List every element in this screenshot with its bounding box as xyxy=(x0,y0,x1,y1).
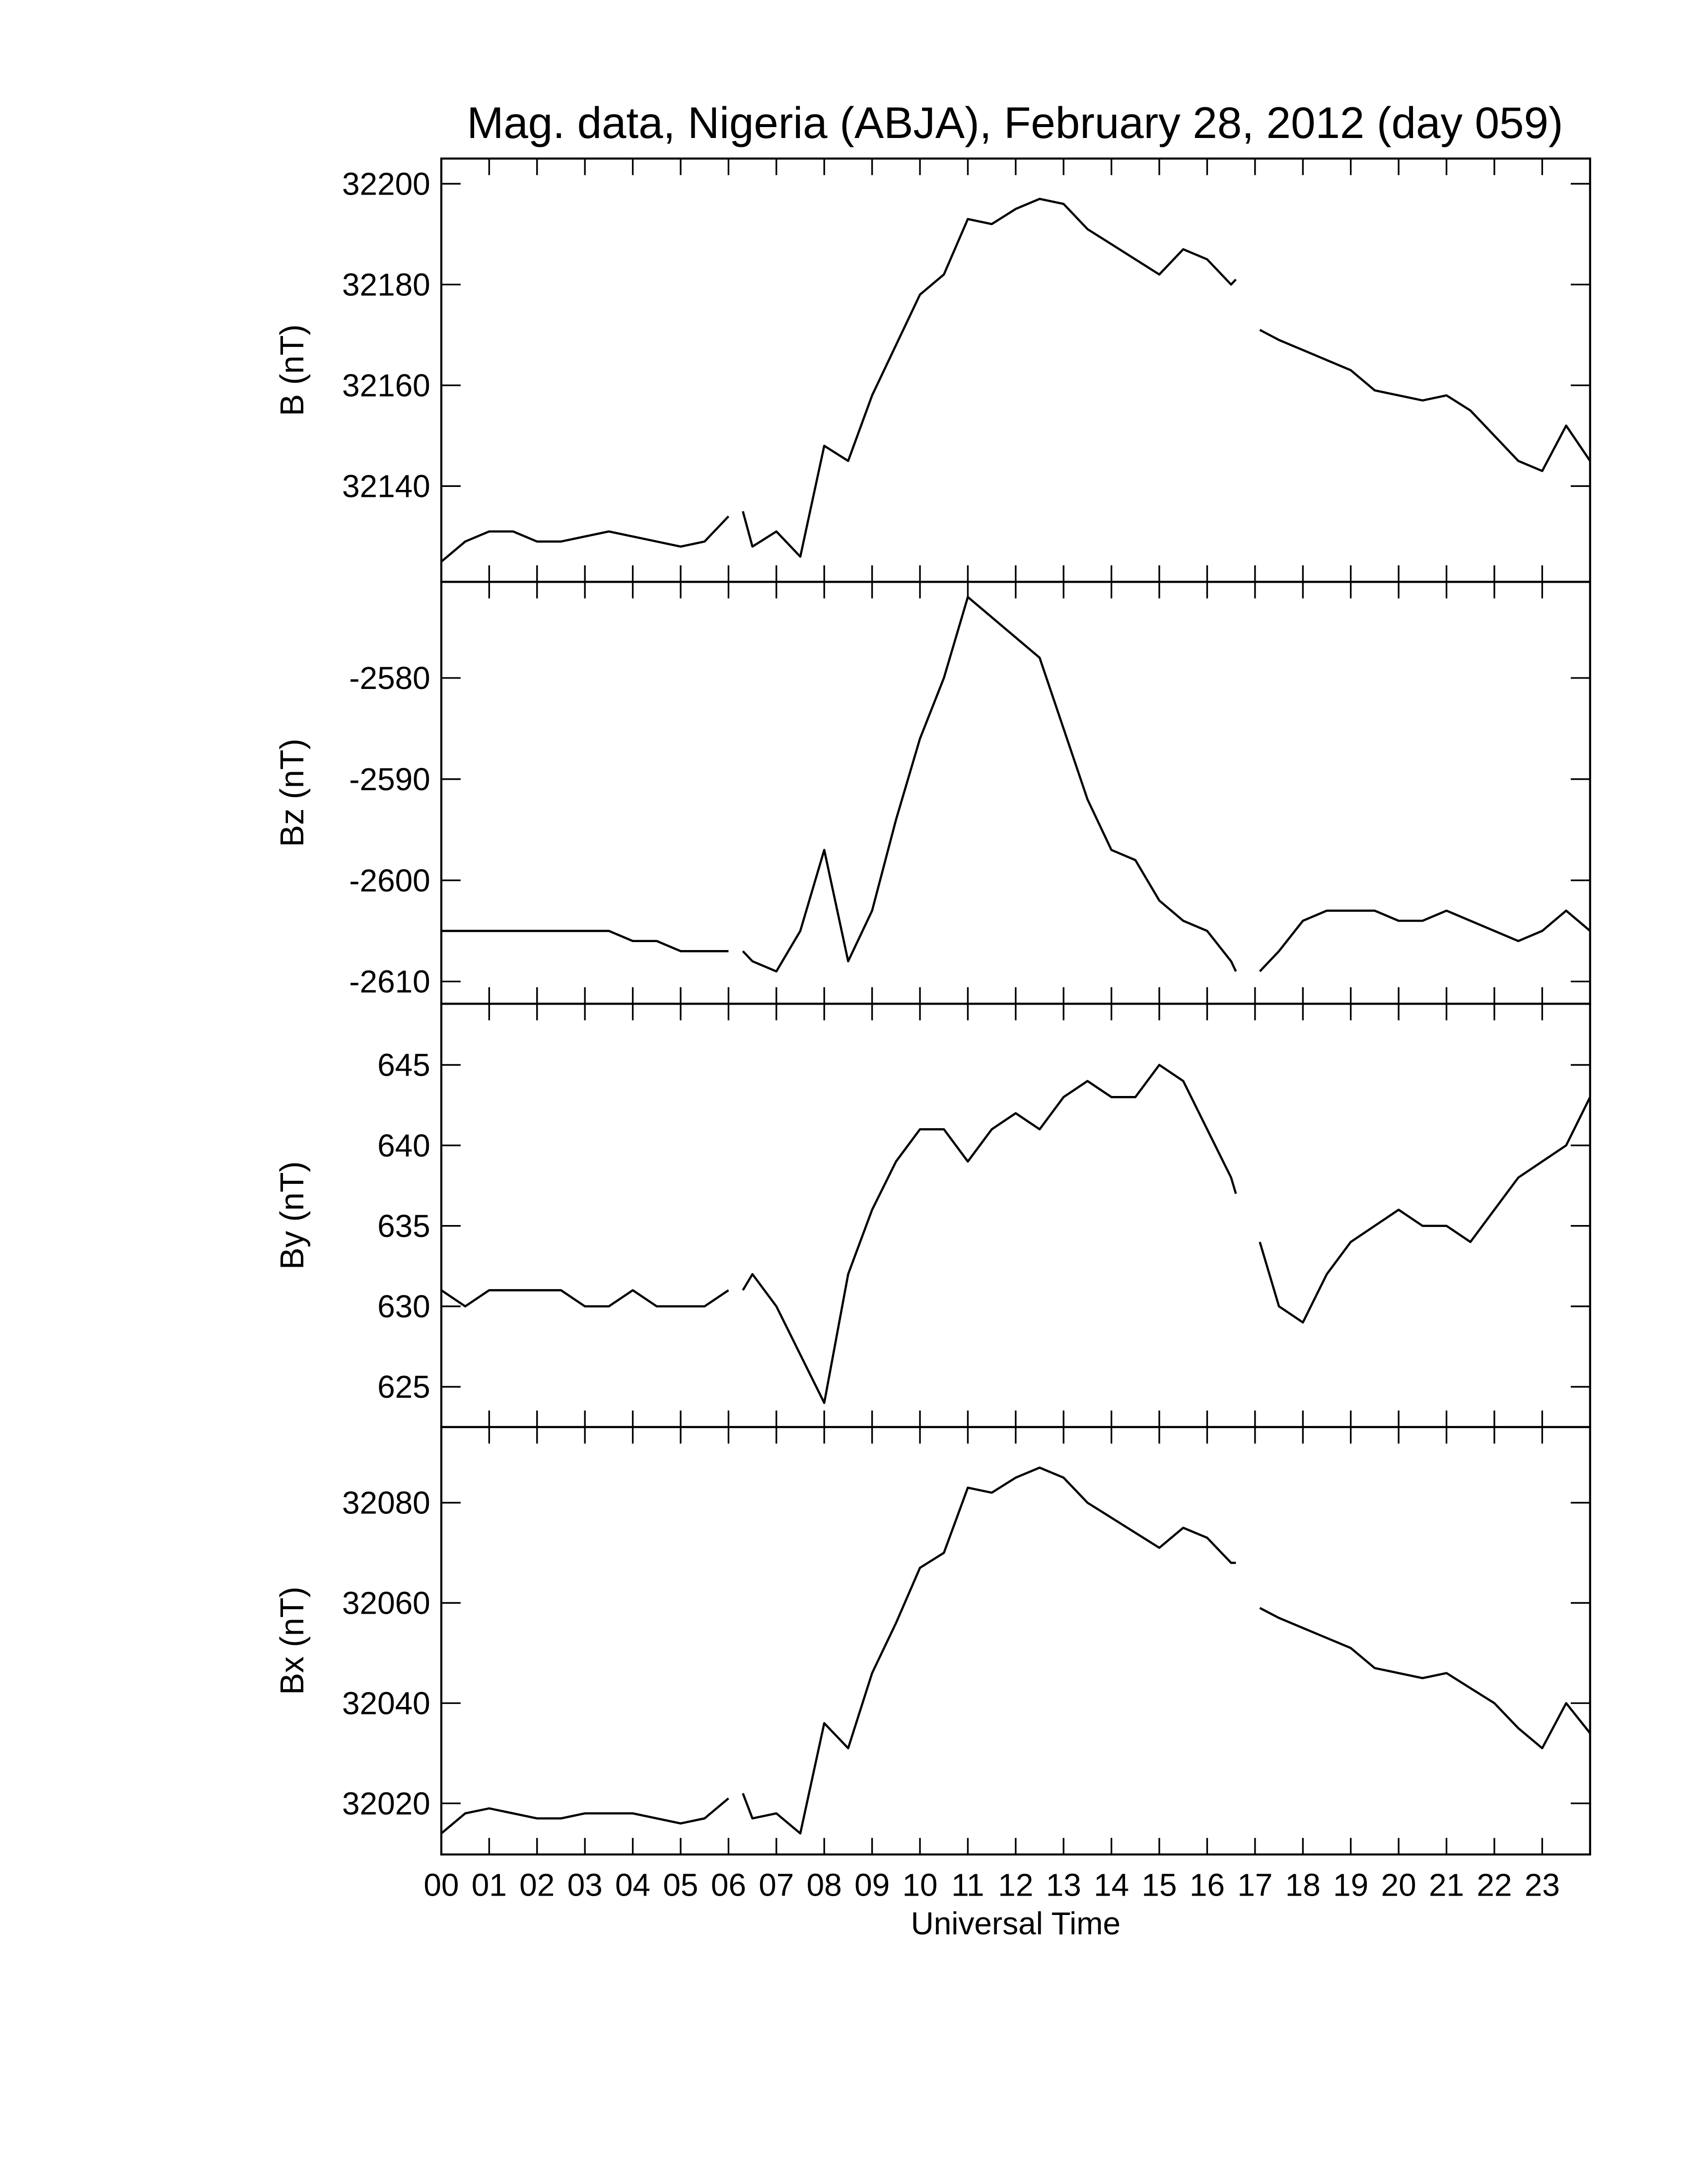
y-tick-label: 625 xyxy=(377,1369,430,1405)
x-tick-label: 14 xyxy=(1094,1867,1129,1903)
y-tick-label: 645 xyxy=(377,1047,430,1083)
x-tick-label: 15 xyxy=(1142,1867,1177,1903)
y-tick-label: 32200 xyxy=(342,166,430,202)
x-tick-label: 20 xyxy=(1381,1867,1416,1903)
y-tick-label: 32020 xyxy=(342,1785,430,1821)
data-line xyxy=(440,1064,1591,1404)
plot-frame xyxy=(440,581,1591,1005)
plot-frame xyxy=(440,1003,1591,1429)
x-tick-label: 17 xyxy=(1237,1867,1272,1903)
plot-frame xyxy=(440,1426,1591,1856)
x-tick-label: 10 xyxy=(902,1867,937,1903)
y-tick-label: -2580 xyxy=(349,660,430,696)
y-tick-label: 32180 xyxy=(342,267,430,302)
x-axis-label: Universal Time xyxy=(911,1906,1121,1941)
x-tick-label: 13 xyxy=(1046,1867,1081,1903)
x-tick-label: 01 xyxy=(472,1867,507,1903)
x-tick-label: 04 xyxy=(615,1867,650,1903)
x-tick-label: 03 xyxy=(567,1867,603,1903)
y-tick-label: 32060 xyxy=(342,1585,430,1621)
y-axis-label: Bz (nT) xyxy=(274,739,311,847)
y-tick-label: 32080 xyxy=(342,1485,430,1521)
y-axis-label: B (nT) xyxy=(274,324,311,416)
y-tick-label: -2590 xyxy=(349,761,430,797)
x-tick-label: 19 xyxy=(1333,1867,1368,1903)
x-tick-label: 08 xyxy=(807,1867,842,1903)
x-tick-label: 07 xyxy=(759,1867,794,1903)
data-line xyxy=(441,596,1591,973)
y-axis-label: Bx (nT) xyxy=(274,1586,311,1695)
x-tick-label: 06 xyxy=(711,1867,746,1903)
y-tick-label: 630 xyxy=(377,1289,430,1324)
y-tick-label: -2600 xyxy=(349,863,430,898)
x-tick-label: 16 xyxy=(1190,1867,1225,1903)
y-tick-label: 32160 xyxy=(342,368,430,404)
chart-title: Mag. data, Nigeria (ABJA), February 28, … xyxy=(467,98,1563,147)
x-tick-label: 22 xyxy=(1477,1867,1512,1903)
data-line xyxy=(440,1466,1591,1835)
plot-frame xyxy=(440,157,1591,583)
x-tick-label: 18 xyxy=(1285,1867,1321,1903)
y-tick-label: 635 xyxy=(377,1208,430,1244)
y-tick-label: -2610 xyxy=(349,964,430,1000)
y-tick-label: 640 xyxy=(377,1128,430,1163)
x-tick-label: 23 xyxy=(1525,1867,1560,1903)
y-tick-label: 32040 xyxy=(342,1685,430,1721)
x-tick-label: 11 xyxy=(951,1867,984,1903)
x-tick-label: 05 xyxy=(663,1867,698,1903)
x-tick-label: 00 xyxy=(423,1867,459,1903)
y-axis-label: By (nT) xyxy=(274,1161,311,1270)
x-tick-label: 09 xyxy=(854,1867,890,1903)
data-line xyxy=(440,198,1591,563)
x-tick-label: 02 xyxy=(519,1867,555,1903)
x-tick-label: 12 xyxy=(998,1867,1033,1903)
x-tick-label: 21 xyxy=(1429,1867,1464,1903)
y-tick-label: 32140 xyxy=(342,469,430,504)
